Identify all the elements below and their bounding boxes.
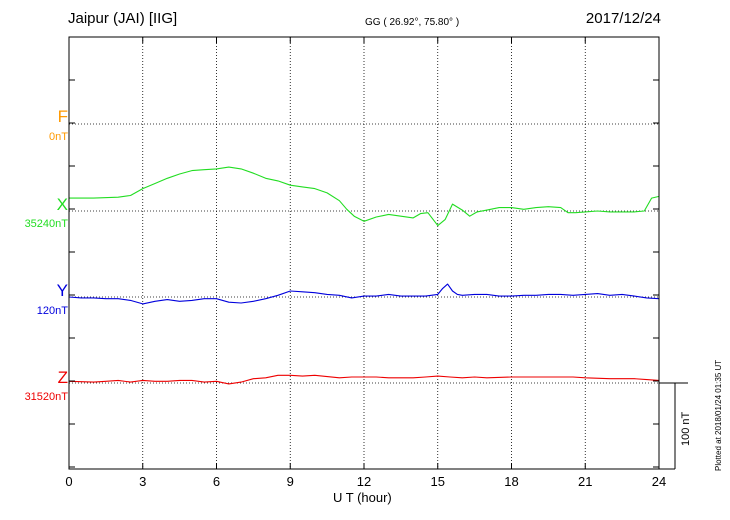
scale-bar [659,382,688,470]
plotted-timestamp: Plotted at 2018/01/24 01:35 UT [714,359,723,471]
series-label-x: X [56,195,68,214]
geo-coordinates: GG ( 26.92°, 75.80° ) [365,17,460,28]
scale-bar-label: 100 nT [680,411,692,446]
series-baseline-f: 0nT [49,131,68,143]
series-line-y [68,283,660,305]
x-axis-label: U T (hour) [333,490,392,505]
x-tick-label: 24 [652,474,666,489]
x-tick-label: 0 [65,474,72,489]
series-baseline-y: 120nT [36,305,68,317]
x-tick-label: 12 [357,474,371,489]
x-ticks: 0 3 6 9 12 15 18 21 24 [65,37,666,489]
series-label-y: Y [56,281,68,300]
station-title: Jaipur (JAI) [IIG] [68,10,178,27]
series-label-f: F [57,107,68,126]
chart-date: 2017/12/24 [585,10,661,27]
grid-lines [69,37,659,469]
series-label-z: Z [57,368,68,387]
x-tick-label: 21 [578,474,592,489]
series-line-x [69,166,660,227]
series-layer [68,166,660,385]
x-tick-label: 9 [287,474,294,489]
x-tick-label: 15 [431,474,445,489]
series-baseline-z: 31520nT [24,391,68,403]
series-line-z [68,374,660,385]
x-tick-label: 6 [213,474,220,489]
x-tick-label: 3 [139,474,146,489]
x-tick-label: 18 [504,474,518,489]
series-baseline-x: 35240nT [24,218,68,230]
